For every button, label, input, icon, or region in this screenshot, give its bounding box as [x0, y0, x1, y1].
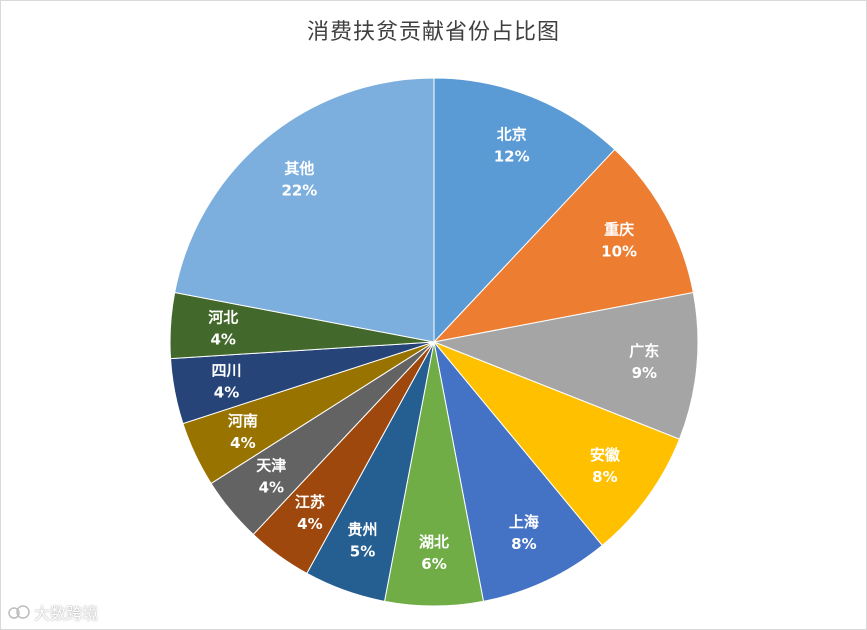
slice-name-label: 湖北 — [419, 533, 449, 551]
slice-name-label: 河北 — [208, 309, 238, 327]
pie-labels: 北京12%重庆10%广东9%安徽8%上海8%湖北6%贵州5%江苏4%天津4%河南… — [208, 126, 659, 574]
pie-slice-3 — [433, 341, 681, 547]
slice-percent-label: 10% — [601, 242, 637, 260]
pie-slice-1 — [432, 148, 694, 343]
slice-percent-label: 8% — [511, 535, 536, 553]
slice-percent-label: 12% — [494, 148, 530, 166]
watermark-text: 大数跨境 — [34, 604, 99, 623]
slice-percent-label: 6% — [421, 555, 446, 573]
slice-percent-label: 4% — [210, 331, 235, 349]
slice-name-label: 贵州 — [347, 521, 377, 539]
pie-slices — [169, 77, 699, 607]
watermark: 大数跨境 — [8, 600, 98, 624]
slice-name-label: 江苏 — [295, 493, 325, 511]
slice-name-label: 广东 — [629, 342, 659, 360]
slice-name-label: 其他 — [284, 159, 314, 177]
slice-percent-label: 4% — [214, 384, 239, 402]
slice-percent-label: 9% — [632, 364, 657, 382]
pie-slice-2 — [432, 291, 699, 440]
slice-name-label: 安徽 — [590, 446, 621, 464]
slice-name-label: 重庆 — [604, 220, 634, 238]
slice-percent-label: 4% — [259, 479, 284, 497]
slice-name-label: 北京 — [497, 126, 527, 144]
slice-name-label: 天津 — [256, 457, 286, 475]
slice-name-label: 四川 — [211, 362, 241, 380]
slice-percent-label: 4% — [230, 434, 255, 452]
pie-slice-0 — [433, 77, 616, 344]
slice-percent-label: 5% — [350, 543, 375, 561]
slice-percent-label: 8% — [592, 468, 617, 486]
pie-slice-4 — [433, 341, 603, 602]
chart-title: 消费扶贫贡献省份占比图 — [306, 20, 560, 45]
slice-percent-label: 4% — [297, 515, 322, 533]
pie-slice-12 — [174, 77, 435, 343]
slice-percent-label: 22% — [281, 181, 317, 199]
slice-name-label: 河南 — [228, 412, 258, 430]
slice-name-label: 上海 — [509, 513, 539, 531]
watermark-logo-icon — [8, 605, 30, 619]
